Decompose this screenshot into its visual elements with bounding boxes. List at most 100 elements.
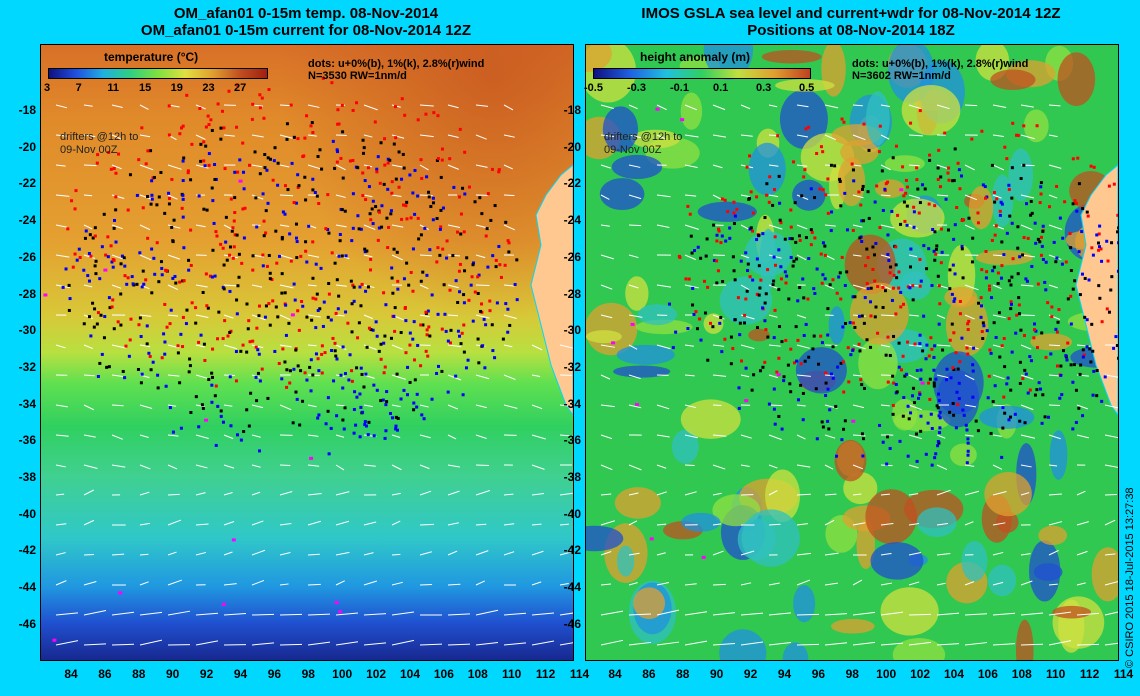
drifter-dot bbox=[335, 148, 339, 152]
drifter-dot bbox=[1033, 322, 1037, 326]
current-arrow bbox=[447, 404, 459, 410]
drifter-dot bbox=[207, 123, 211, 127]
drifter-dot bbox=[64, 267, 68, 271]
current-arrow bbox=[251, 284, 263, 288]
current-arrow bbox=[768, 523, 781, 526]
current-arrow bbox=[1020, 314, 1035, 317]
drifter-dot bbox=[130, 275, 134, 279]
drifter-dot bbox=[96, 374, 100, 378]
drifter-dot bbox=[772, 407, 776, 411]
drifter-dot bbox=[267, 302, 271, 306]
lon-tick-label: 94 bbox=[233, 667, 248, 681]
current-arrow bbox=[936, 552, 951, 556]
drifter-dot bbox=[129, 317, 133, 321]
current-arrow bbox=[111, 224, 123, 230]
drifter-dot bbox=[84, 229, 88, 233]
drifter-dot bbox=[163, 302, 167, 306]
lat-tick-label: -44 bbox=[18, 580, 36, 595]
drifter-dot bbox=[874, 305, 878, 309]
drifter-dot bbox=[976, 221, 980, 225]
current-arrow bbox=[628, 254, 639, 259]
current-arrow bbox=[880, 194, 891, 197]
current-arrow bbox=[936, 374, 949, 379]
drifter-dot bbox=[362, 146, 366, 150]
drifter-dot bbox=[1097, 232, 1101, 236]
drifter-dot bbox=[427, 325, 431, 329]
current-arrow bbox=[167, 404, 177, 407]
drifter-dot bbox=[898, 439, 902, 443]
current-arrow bbox=[1076, 582, 1086, 586]
drifter-dot bbox=[1116, 230, 1118, 234]
drifter-dot bbox=[171, 430, 175, 434]
drifter-dot bbox=[1010, 275, 1014, 279]
drifter-dot bbox=[386, 246, 390, 250]
drifter-dot bbox=[903, 219, 907, 223]
drifter-dot bbox=[359, 304, 363, 308]
anomaly-blob bbox=[870, 542, 924, 580]
drifter-dot bbox=[704, 254, 708, 258]
current-arrow bbox=[475, 284, 490, 287]
current-arrow bbox=[684, 404, 696, 409]
drifter-dot bbox=[1041, 229, 1045, 233]
current-arrow bbox=[824, 493, 837, 496]
drifter-dot bbox=[98, 361, 102, 365]
drifter-dot bbox=[1022, 163, 1026, 167]
drifter-dot bbox=[405, 261, 409, 265]
drifter-dot bbox=[888, 271, 892, 275]
drifter-dot bbox=[919, 368, 923, 372]
drifter-dot bbox=[228, 253, 232, 257]
drifter-dot bbox=[883, 289, 887, 293]
current-arrow bbox=[600, 104, 614, 109]
current-arrow bbox=[712, 492, 722, 496]
drifter-dot bbox=[122, 256, 126, 260]
current-arrow bbox=[600, 194, 610, 200]
drifter-dot bbox=[233, 211, 237, 215]
drifter-dot bbox=[939, 175, 943, 179]
lat-tick-label: -36 bbox=[18, 433, 36, 448]
current-arrow bbox=[656, 134, 666, 140]
drifter-dot bbox=[995, 197, 999, 201]
drifter-dot bbox=[897, 286, 901, 290]
anomaly-blob bbox=[586, 45, 612, 73]
drifter-dot bbox=[935, 244, 939, 248]
drifter-dot bbox=[865, 282, 869, 286]
drifter-dot bbox=[828, 408, 832, 412]
drifter-dot bbox=[336, 307, 340, 311]
current-arrow bbox=[1104, 611, 1118, 616]
anomaly-blob bbox=[680, 92, 703, 130]
current-arrow bbox=[251, 520, 264, 526]
drifter-dot bbox=[219, 137, 223, 141]
drifter-dot bbox=[243, 206, 247, 210]
lat-tick-label: -24 bbox=[563, 213, 581, 228]
drifter-dot bbox=[951, 179, 955, 183]
drifter-dot bbox=[265, 264, 269, 268]
drifter-dot bbox=[254, 345, 258, 349]
drifter-dot bbox=[1000, 264, 1004, 268]
drifter-dot bbox=[891, 374, 895, 378]
drifter-dot bbox=[350, 379, 354, 383]
current-arrow bbox=[964, 284, 979, 291]
drifter-dot bbox=[1025, 279, 1029, 283]
drifter-dot bbox=[293, 298, 297, 302]
drifter-dot bbox=[901, 165, 905, 169]
current-arrow bbox=[600, 344, 615, 348]
drifter-dot bbox=[379, 141, 383, 145]
drifter-dot bbox=[371, 222, 375, 226]
current-arrow bbox=[363, 254, 373, 258]
drifter-dot bbox=[799, 383, 803, 387]
drifter-dot bbox=[421, 270, 425, 274]
drifter-dot bbox=[1011, 257, 1015, 261]
drifter-dot bbox=[240, 261, 244, 265]
drifter-dot bbox=[932, 381, 936, 385]
drifter-dot bbox=[777, 414, 781, 418]
drifter-dot bbox=[987, 288, 991, 292]
current-arrow bbox=[279, 643, 303, 646]
current-arrow bbox=[531, 404, 543, 410]
current-arrow bbox=[712, 104, 726, 111]
drifter-dot bbox=[820, 281, 824, 285]
current-arrow bbox=[475, 374, 490, 380]
drifter-dot bbox=[235, 312, 239, 316]
drifter-dot bbox=[66, 227, 70, 231]
drifter-dot bbox=[316, 416, 320, 420]
drifter-dot bbox=[886, 380, 890, 384]
